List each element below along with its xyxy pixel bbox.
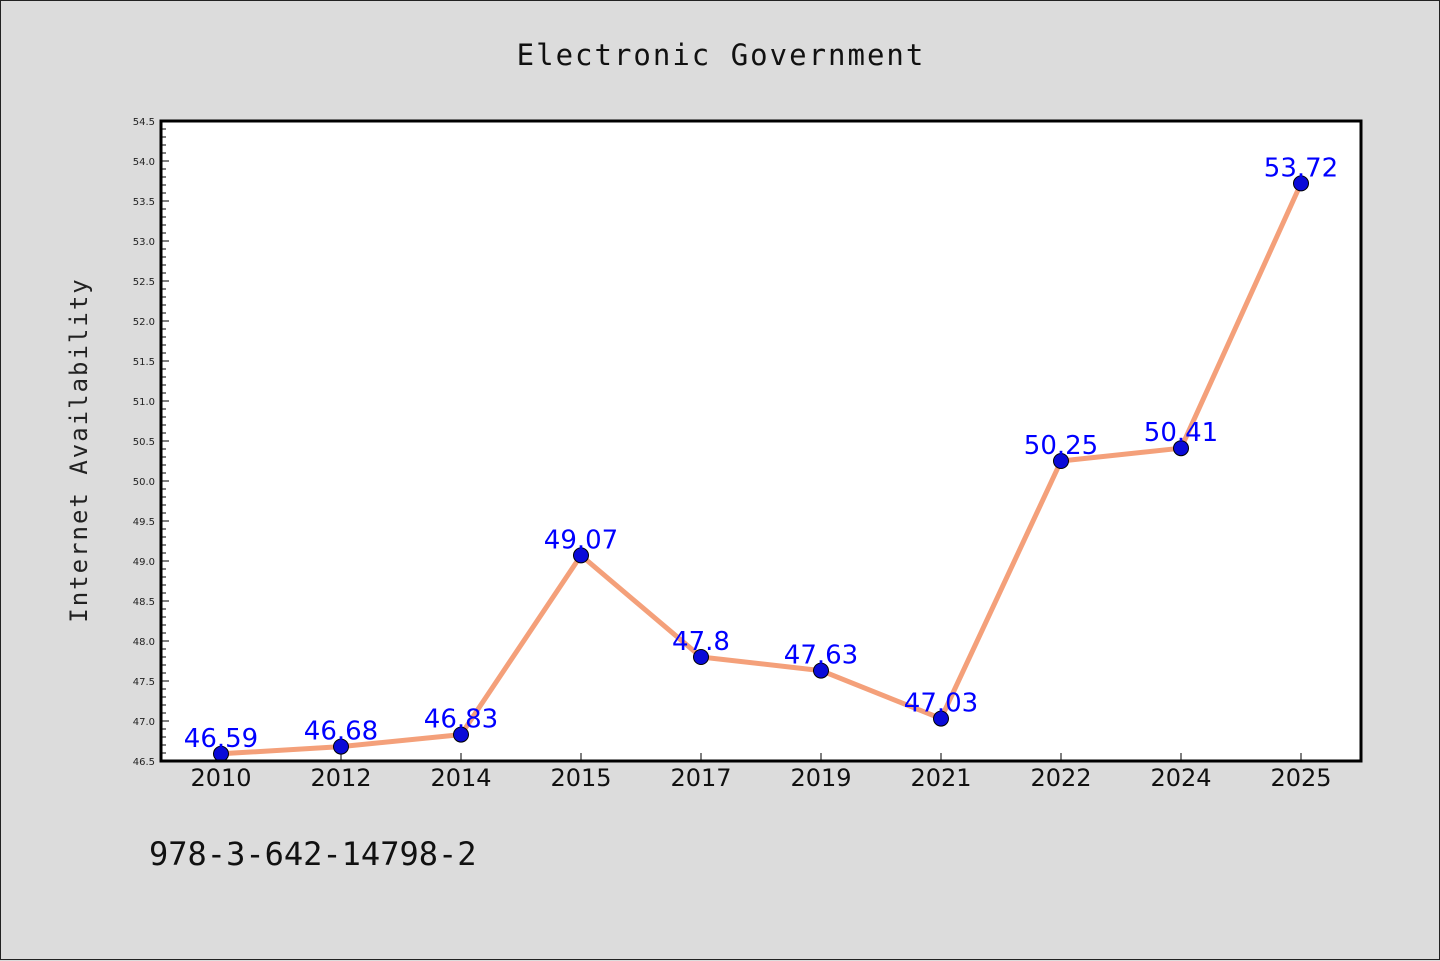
data-label: 46.68 <box>304 717 378 747</box>
data-label: 46.59 <box>184 724 258 754</box>
x-tick-label: 2019 <box>790 764 851 792</box>
x-tick-label: 2015 <box>550 764 611 792</box>
x-tick-label: 2017 <box>670 764 731 792</box>
y-tick-label: 51.5 <box>133 357 155 368</box>
x-tick-label: 2024 <box>1150 764 1211 792</box>
x-tick-label: 2021 <box>910 764 971 792</box>
y-tick-label: 48.0 <box>133 637 155 648</box>
y-tick-label: 54.5 <box>133 117 155 128</box>
chart-title: Electronic Government <box>517 38 926 72</box>
y-tick-label: 52.5 <box>133 277 155 288</box>
data-label: 47.8 <box>672 627 730 657</box>
y-axis-ticks: 46.5 47.0 47.5 48.0 48.5 49.0 49.5 50.0 50.5 51.0… <box>133 117 169 768</box>
y-tick-label: 53.0 <box>133 237 155 248</box>
data-point <box>1293 175 1309 192</box>
data-label: 47.03 <box>904 689 978 719</box>
data-point <box>813 662 829 679</box>
plot-frame <box>159 119 1363 763</box>
plot-area <box>161 121 1361 761</box>
y-tick-label: 52.0 <box>133 317 155 328</box>
data-point <box>333 738 349 755</box>
data-point <box>1053 453 1069 469</box>
data-point <box>933 710 949 727</box>
x-tick-label: 2014 <box>430 764 491 792</box>
data-label: 50.41 <box>1144 418 1218 448</box>
y-tick-label: 51.0 <box>133 397 155 408</box>
x-tick-label: 2022 <box>1030 764 1091 792</box>
data-point <box>573 547 589 564</box>
y-tick-label: 49.0 <box>133 557 155 568</box>
series-line-group <box>218 180 1304 757</box>
x-tick-label: 2012 <box>310 764 371 792</box>
data-point <box>453 726 469 743</box>
y-tick-label: 49.5 <box>133 517 155 528</box>
series-line <box>218 180 1304 757</box>
y-tick-label: 48.5 <box>133 597 155 608</box>
y-tick-label: 54.0 <box>133 157 155 168</box>
data-point <box>693 649 709 665</box>
y-tick-label: 50.5 <box>133 437 155 448</box>
y-tick-label: 46.5 <box>133 757 155 768</box>
data-label: 46.83 <box>424 705 498 735</box>
y-axis-label: Internet Availability <box>65 277 93 622</box>
isbn-label: 978-3-642-14798-2 <box>149 835 477 873</box>
y-tick-label: 47.5 <box>133 677 155 688</box>
x-tick-label: 2010 <box>190 764 251 792</box>
y-tick-label: 53.5 <box>133 197 155 208</box>
data-label: 47.63 <box>784 641 858 671</box>
data-labels: 46.59 46.68 46.83 49.07 47.8 47.63 47.03 50.25 5… <box>184 153 1338 753</box>
x-tick-label: 2025 <box>1270 764 1331 792</box>
data-label: 49.07 <box>544 525 618 555</box>
data-label: 53.72 <box>1264 153 1338 183</box>
data-point <box>1173 440 1189 457</box>
data-markers <box>213 175 1309 762</box>
y-tick-label: 50.0 <box>133 477 155 488</box>
y-tick-label: 47.0 <box>133 717 155 728</box>
data-label: 50.25 <box>1024 431 1098 461</box>
x-axis-ticks: 2010 2012 2014 2015 2017 2019 2021 2022 2024 2025 <box>190 753 1332 792</box>
